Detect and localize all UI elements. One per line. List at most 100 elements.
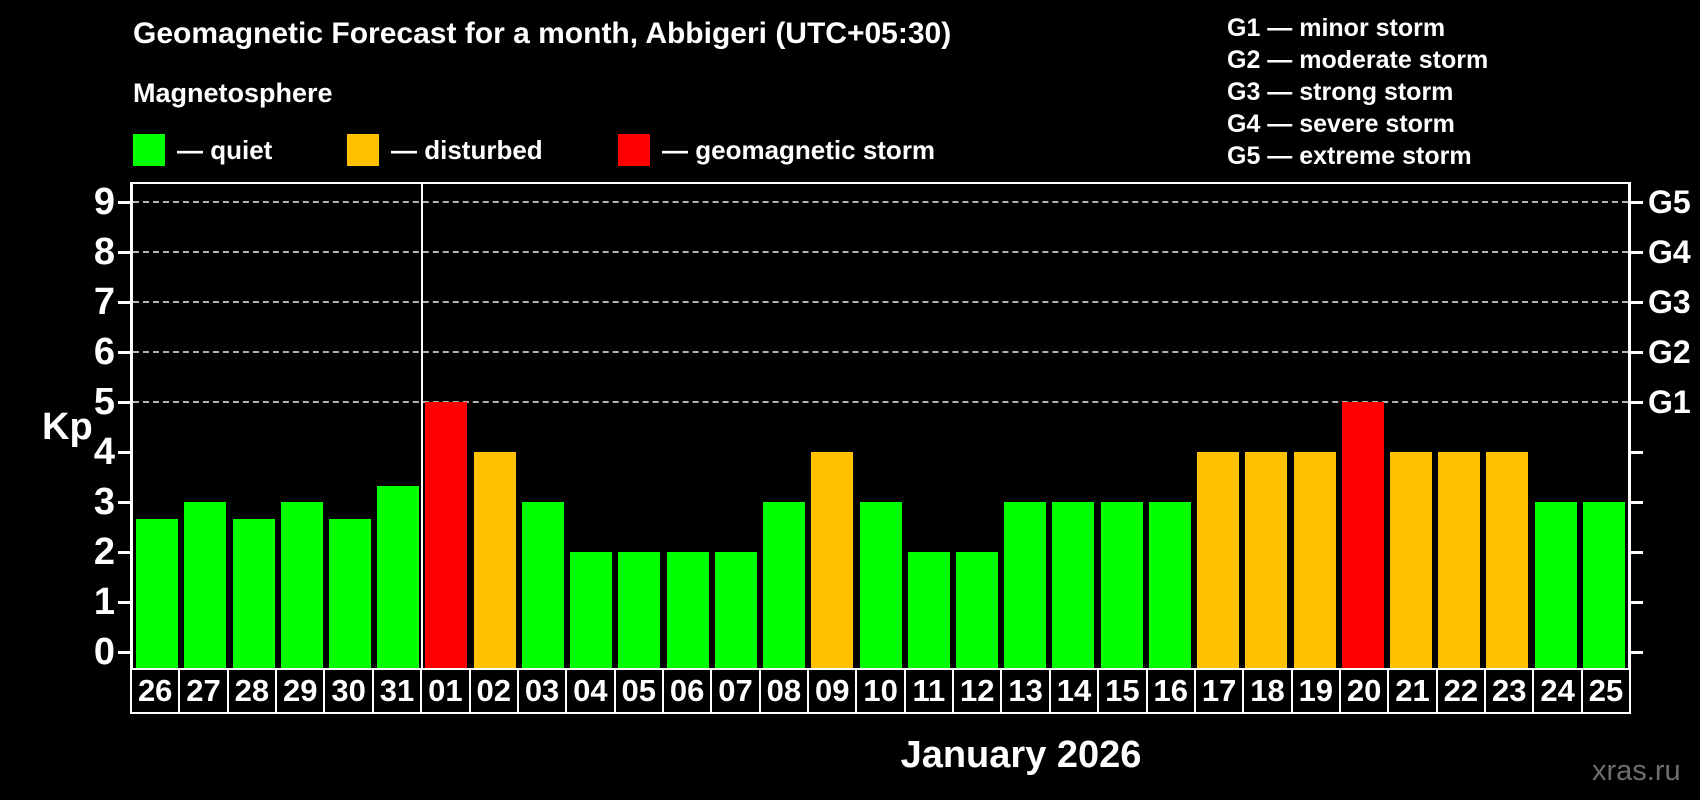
kp-bar-day-14 — [1052, 502, 1095, 668]
kp-bar-day-09 — [811, 452, 854, 668]
day-label-12: 12 — [952, 670, 1000, 712]
right-axis-tick-9 — [1631, 201, 1643, 204]
kp-bar-day-07 — [714, 552, 757, 668]
day-label-01: 01 — [420, 670, 468, 712]
kp-bar-day-28 — [232, 518, 275, 668]
right-axis-tick-4 — [1631, 451, 1643, 454]
legend-label-disturbed: — disturbed — [391, 134, 543, 165]
legend-label-quiet: — quiet — [177, 134, 273, 165]
y-axis-title: Kp — [42, 406, 93, 448]
day-label-04: 04 — [565, 670, 613, 712]
kp-bar-day-27 — [184, 502, 227, 668]
storm-level-gridline-kp5 — [133, 401, 1628, 403]
kp-bar-day-30 — [329, 518, 372, 668]
day-label-21: 21 — [1387, 670, 1435, 712]
right-axis-tick-1 — [1631, 601, 1643, 604]
storm-level-gridline-kp6 — [133, 351, 1628, 353]
day-label-13: 13 — [1000, 670, 1048, 712]
kp-bar-day-22 — [1438, 452, 1481, 668]
kp-bar-day-13 — [1004, 502, 1047, 668]
day-label-31: 31 — [371, 670, 420, 712]
day-label-09: 09 — [807, 670, 855, 712]
watermark: xras.ru — [1592, 755, 1681, 787]
day-label-30: 30 — [323, 670, 371, 712]
kp-bar-day-24 — [1534, 502, 1577, 668]
right-axis-label-g3: G3 — [1648, 284, 1691, 320]
y-axis-tick-3 — [118, 501, 130, 504]
y-axis-tick-9 — [118, 201, 130, 204]
kp-bar-day-15 — [1100, 502, 1143, 668]
legend-item-quiet: — quiet — [133, 134, 272, 166]
kp-bar-day-20 — [1341, 402, 1384, 668]
plot-area: 0 1 2 3 4 5 6 7 8 9 G1 G2 G3 G4 G5 — [94, 182, 1691, 671]
plot-inner: 0 1 2 3 4 5 6 7 8 9 G1 G2 G3 G4 G5 — [94, 183, 1691, 671]
right-axis-label-g4: G4 — [1648, 234, 1691, 270]
y-axis-tick-7 — [118, 301, 130, 304]
storm-level-gridline-kp8 — [133, 251, 1628, 253]
day-label-20: 20 — [1338, 670, 1387, 712]
kp-bar-day-03 — [521, 502, 564, 668]
right-axis-tick-7 — [1631, 301, 1643, 304]
kp-bar-day-05 — [618, 552, 661, 668]
right-axis-label-g2: G2 — [1648, 334, 1691, 370]
chart-title: Geomagnetic Forecast for a month, Abbige… — [133, 17, 952, 50]
day-label-17: 17 — [1193, 670, 1242, 712]
day-label-26: 26 — [137, 673, 173, 708]
right-axis-tick-3 — [1631, 501, 1643, 504]
kp-bar-day-21 — [1389, 452, 1432, 668]
day-label-14: 14 — [1048, 670, 1097, 712]
y-axis-tick-5 — [118, 401, 130, 404]
day-label-27: 27 — [178, 670, 226, 712]
day-label-18: 18 — [1242, 670, 1290, 712]
y-axis-tick-label-5: 5 — [93, 381, 115, 423]
kp-bar-day-02 — [473, 452, 516, 668]
kp-bar-day-10 — [859, 502, 902, 668]
storm-scale-legend-g3: G3 — strong storm — [1227, 78, 1454, 106]
day-label-22: 22 — [1435, 670, 1484, 712]
legend-label-storm: — geomagnetic storm — [662, 134, 936, 165]
day-label-07: 07 — [710, 670, 758, 712]
day-label-25: 25 — [1580, 670, 1629, 712]
kp-bar-day-11 — [907, 552, 950, 668]
kp-bar-day-17 — [1197, 452, 1240, 668]
right-axis-tick-5 — [1631, 401, 1643, 404]
day-label-10: 10 — [855, 670, 903, 712]
y-axis-tick-4 — [118, 451, 130, 454]
storm-scale-legend-g5: G5 — extreme storm — [1227, 142, 1472, 170]
day-label-02: 02 — [468, 670, 517, 712]
right-axis-tick-2 — [1631, 551, 1643, 554]
day-label-15: 15 — [1097, 670, 1145, 712]
kp-bar-day-12 — [955, 552, 998, 668]
right-axis-label-g5: G5 — [1648, 184, 1691, 220]
day-label-24: 24 — [1532, 670, 1580, 712]
y-axis-tick-label-2: 2 — [93, 531, 115, 573]
day-label-28: 28 — [226, 670, 275, 712]
y-axis-tick-label-6: 6 — [93, 331, 115, 373]
storm-color-swatch — [618, 134, 650, 166]
day-label-23: 23 — [1484, 670, 1532, 712]
day-label-16: 16 — [1145, 670, 1194, 712]
kp-bar-day-01 — [425, 402, 468, 668]
storm-level-gridline-kp9 — [133, 201, 1628, 203]
quiet-color-swatch — [133, 134, 165, 166]
disturbed-color-swatch — [347, 134, 379, 166]
right-axis-tick-6 — [1631, 351, 1643, 354]
day-label-29: 29 — [275, 670, 323, 712]
kp-bar-day-19 — [1293, 452, 1336, 668]
day-label-11: 11 — [903, 670, 952, 712]
magnetosphere-legend-heading: Magnetosphere — [133, 78, 333, 108]
y-axis-tick-label-9: 9 — [93, 181, 115, 223]
y-axis-tick-6 — [118, 351, 130, 354]
kp-bar-day-31 — [377, 485, 420, 668]
legend-item-storm: — geomagnetic storm — [618, 134, 935, 166]
storm-scale-legend-g4: G4 — severe storm — [1227, 110, 1455, 138]
right-axis-tick-0 — [1631, 651, 1643, 654]
y-axis-tick-label-3: 3 — [93, 481, 115, 523]
y-axis-tick-label-7: 7 — [93, 281, 115, 323]
y-axis-tick-2 — [118, 551, 130, 554]
y-axis-tick-8 — [118, 251, 130, 254]
y-axis-tick-label-1: 1 — [93, 581, 115, 623]
kp-bar-day-29 — [280, 502, 323, 668]
x-axis-title: January 2026 — [900, 734, 1142, 776]
kp-bar-day-18 — [1245, 452, 1288, 668]
